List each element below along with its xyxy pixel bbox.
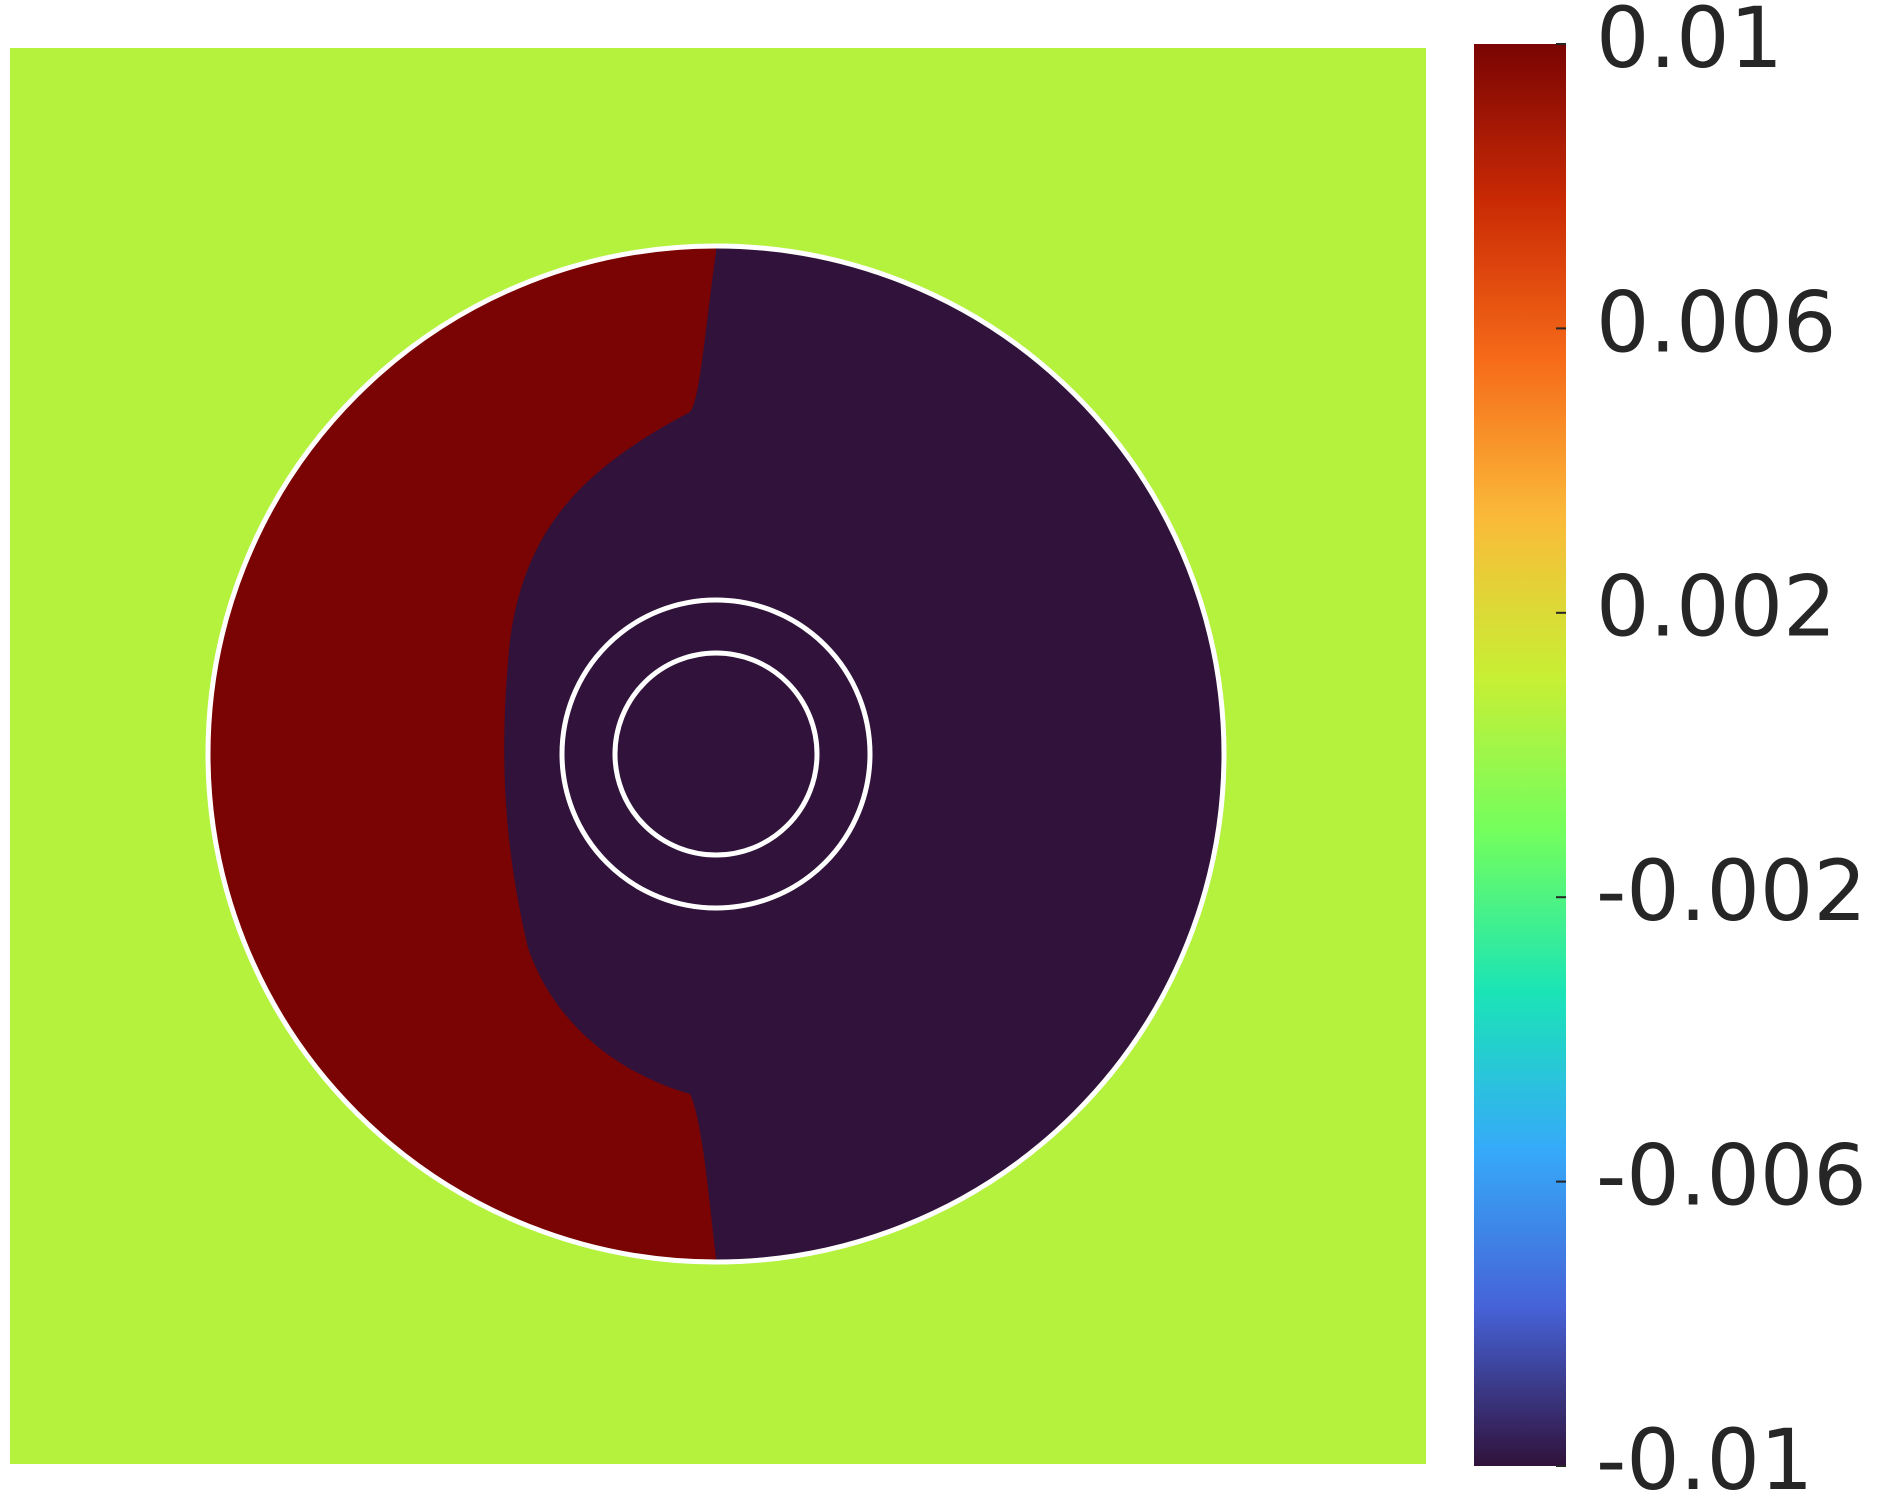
colorbar-tick-label: -0.002	[1596, 842, 1867, 940]
colorbar	[1474, 44, 1566, 1466]
field-region	[208, 246, 716, 1262]
boundary-circle	[205, 243, 1227, 1265]
colorbar-tick-label: 0.002	[1596, 558, 1836, 656]
colorbar-tick-label: 0.01	[1596, 0, 1783, 87]
colorbar-tick-label: -0.01	[1596, 1411, 1813, 1507]
boundary-circle	[559, 597, 873, 911]
boundary-circle	[612, 650, 820, 858]
colorbar-tick-label: 0.006	[1596, 273, 1836, 371]
colorbar-tick-label: -0.006	[1596, 1127, 1867, 1225]
